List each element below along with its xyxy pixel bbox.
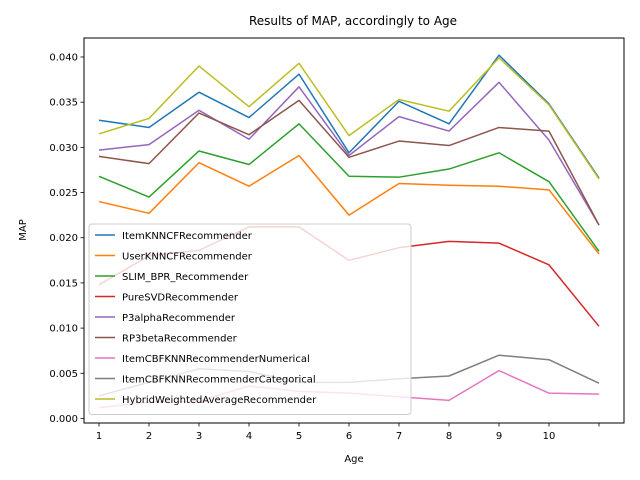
x-tick-label: 3 [196,431,202,442]
x-tick-label: 7 [396,431,402,442]
x-axis: 1 2 3 4 5 6 7 8 9 10 [96,423,600,442]
x-tick-label: 9 [496,431,502,442]
chart-title: Results of MAP, accordingly to Age [249,14,457,28]
x-tick-label: 4 [246,431,252,442]
x-tick-label: 2 [146,431,152,442]
series-line-rp3betarecommender [98,99,600,226]
y-tick-label: 0.010 [49,324,78,335]
y-tick-label: 0.020 [49,233,78,244]
legend: ItemKNNCFRecommender UserKNNCFRecommender… [88,223,412,415]
legend-label: ItemCBFKNNRecommenderCategorical [122,375,316,386]
legend-label: PureSVDRecommender [122,293,239,304]
legend-label: SLIM_BPR_Recommender [122,272,249,283]
x-tick-label: 8 [446,431,452,442]
y-tick-label: 0.025 [49,188,78,199]
y-tick-label: 0.035 [49,98,78,109]
legend-label: RP3betaRecommender [122,334,238,345]
legend-label: ItemKNNCFRecommender [122,231,253,242]
legend-label: P3alphaRecommender [122,313,236,324]
y-tick-label: 0.015 [49,278,78,289]
legend-label: HybridWeightedAverageRecommender [122,395,317,406]
x-tick-label: 10 [543,431,556,442]
x-tick-label: 5 [296,431,302,442]
plot-frame [83,37,625,424]
legend-label: ItemCBFKNNRecommenderNumerical [122,354,310,365]
series-line-itemknncfrecommender [98,54,600,179]
x-tick-label: 6 [346,431,352,442]
y-tick-label: 0.005 [49,369,78,380]
x-tick-label: 1 [96,431,102,442]
y-tick-label: 0.040 [49,52,78,63]
series-line-hybridweightedaveragerecommender [98,57,600,180]
series-line-p3alpharecommender [98,81,600,226]
series-line-slim-bpr-recommender [98,123,600,252]
x-axis-label: Age [344,454,363,465]
y-axis: 0.000 0.005 0.010 0.015 0.020 0.025 0.030 0.035… [49,52,84,425]
legend-box [88,223,412,415]
y-axis-label: MAP [18,219,29,241]
series-line-userknncfrecommender [98,154,600,255]
y-tick-label: 0.030 [49,143,78,154]
y-tick-label: 0.000 [49,414,78,425]
legend-label: UserKNNCFRecommender [122,252,253,263]
